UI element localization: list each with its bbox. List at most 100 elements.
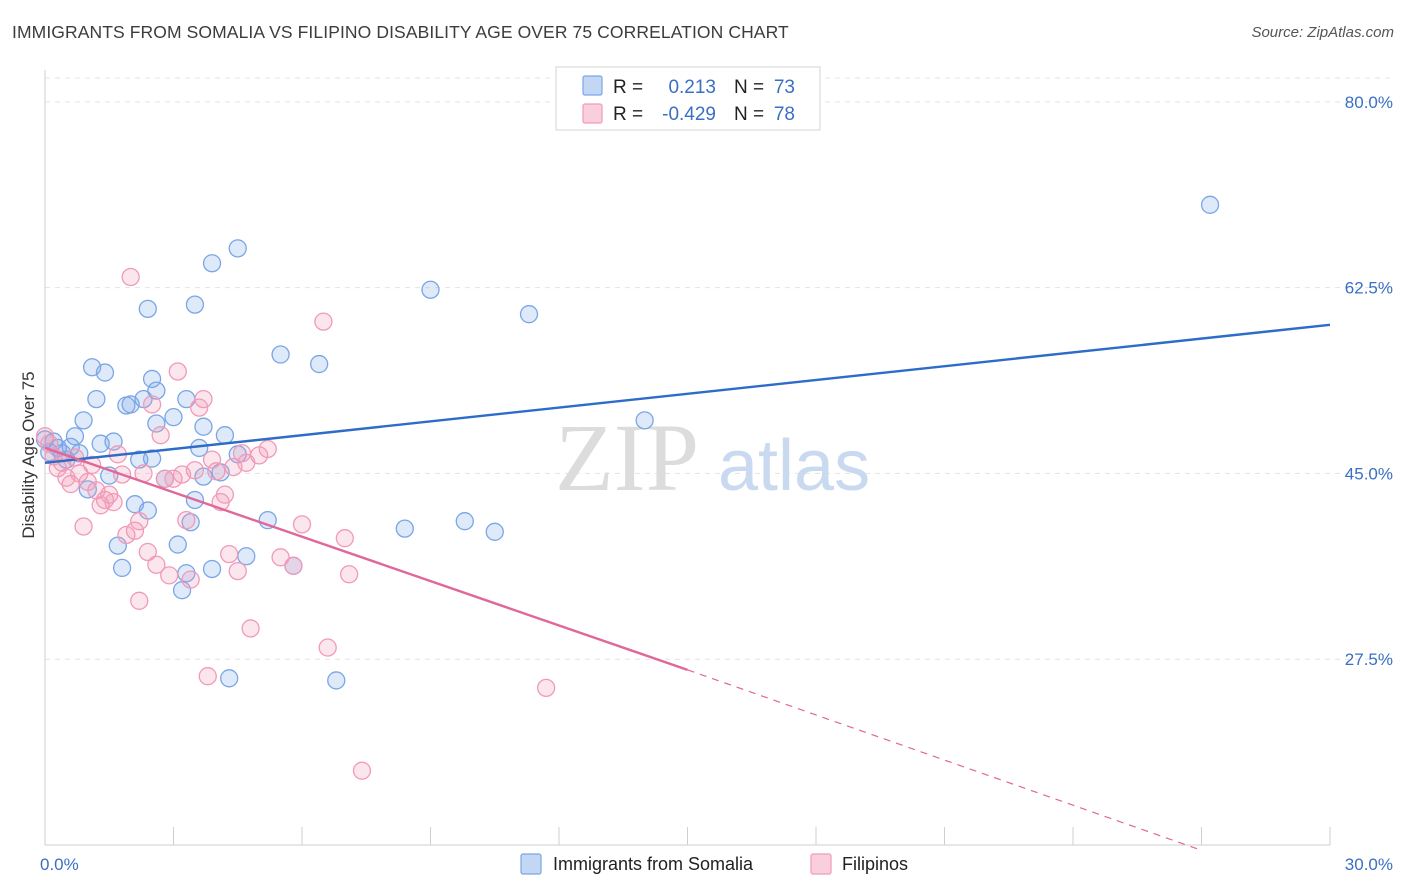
tick-labels: 27.5% 45.0% 62.5% 80.0% 0.0% 30.0% xyxy=(40,93,1393,874)
point-somalia xyxy=(271,345,290,364)
point-somalia xyxy=(309,354,329,374)
point-filipinos xyxy=(74,517,93,536)
point-somalia xyxy=(635,411,654,430)
legend-r-value-somalia: 0.213 xyxy=(668,77,716,98)
data-points xyxy=(35,195,1220,780)
point-filipinos xyxy=(220,544,239,564)
point-somalia xyxy=(130,450,149,469)
point-filipinos xyxy=(121,267,140,287)
point-somalia xyxy=(519,305,539,324)
point-filipinos xyxy=(164,469,183,488)
point-somalia xyxy=(194,417,213,436)
point-filipinos xyxy=(241,619,260,638)
trend-line-somalia xyxy=(44,323,1331,465)
point-somalia xyxy=(202,254,222,273)
y-tick-label: 80.0% xyxy=(1345,93,1393,112)
point-filipinos xyxy=(104,492,123,512)
point-filipinos xyxy=(185,461,205,480)
y-tick-label: 45.0% xyxy=(1345,464,1393,483)
point-filipinos xyxy=(292,515,312,534)
legend-swatch-filipinos xyxy=(582,103,603,124)
point-filipinos xyxy=(335,529,354,548)
point-somalia xyxy=(1200,195,1220,214)
point-somalia xyxy=(395,519,414,538)
series-legend-swatch-somalia xyxy=(520,853,542,875)
legend-n-value-somalia: 73 xyxy=(774,77,795,98)
point-somalia xyxy=(74,411,93,430)
point-somalia xyxy=(215,426,235,445)
point-filipinos xyxy=(168,362,187,381)
point-filipinos xyxy=(181,570,200,589)
point-filipinos xyxy=(314,312,333,331)
x-tick-label: 30.0% xyxy=(1345,855,1393,874)
point-somalia xyxy=(220,669,239,688)
point-somalia xyxy=(147,381,166,400)
point-somalia xyxy=(185,295,205,314)
grid-lines xyxy=(45,77,1392,660)
legend-r-label-somalia: R = xyxy=(613,77,643,98)
legend-n-label-filipinos: N = xyxy=(734,104,764,125)
point-somalia xyxy=(112,558,132,578)
y-tick-label: 27.5% xyxy=(1345,650,1393,669)
point-somalia xyxy=(147,414,166,433)
point-somalia xyxy=(87,389,106,409)
point-somalia xyxy=(327,671,346,690)
point-somalia xyxy=(168,535,187,554)
x-tick-label: 0.0% xyxy=(40,855,79,874)
point-filipinos xyxy=(160,566,179,585)
watermark-atlas: atlas xyxy=(718,426,870,506)
point-filipinos xyxy=(125,521,145,540)
point-somalia xyxy=(142,369,162,389)
point-filipinos xyxy=(177,510,196,530)
point-somalia xyxy=(228,239,247,258)
point-filipinos xyxy=(215,485,235,504)
point-filipinos xyxy=(151,426,170,445)
stats-legend: R = 0.213 N = 73 R = -0.429 N = 78 xyxy=(555,66,821,131)
point-filipinos xyxy=(339,565,359,584)
watermark: ZIP atlas xyxy=(555,404,870,511)
point-filipinos xyxy=(284,556,303,575)
series-legend: Immigrants from Somalia Filipinos xyxy=(520,853,908,875)
series-legend-swatch-filipinos xyxy=(810,853,832,875)
point-somalia xyxy=(164,408,183,427)
chart-title: IMMIGRANTS FROM SOMALIA VS FILIPINO DISA… xyxy=(12,22,789,42)
legend-n-label-somalia: N = xyxy=(734,77,764,98)
point-filipinos xyxy=(142,395,162,414)
trend-lines xyxy=(44,323,1331,851)
legend-r-label-filipinos: R = xyxy=(613,104,643,125)
y-axis-title: Disability Age Over 75 xyxy=(19,371,38,538)
point-filipinos xyxy=(271,548,290,567)
point-filipinos xyxy=(130,512,149,531)
point-filipinos xyxy=(207,462,226,481)
point-somalia xyxy=(138,299,157,319)
trend-line-filipinos xyxy=(44,446,688,671)
y-tick-label: 62.5% xyxy=(1345,279,1393,298)
series-legend-label-filipinos: Filipinos xyxy=(842,854,908,874)
point-filipinos xyxy=(198,667,217,686)
point-filipinos xyxy=(117,525,136,545)
point-filipinos xyxy=(202,450,222,469)
legend-swatch-somalia xyxy=(582,75,603,96)
point-somalia xyxy=(65,427,85,446)
point-somalia xyxy=(142,449,162,468)
legend-r-value-filipinos: -0.429 xyxy=(662,104,716,125)
chart-source: Source: ZipAtlas.com xyxy=(1251,24,1394,41)
point-filipinos xyxy=(194,389,213,409)
point-somalia xyxy=(202,559,222,579)
point-somalia xyxy=(455,512,474,531)
point-filipinos xyxy=(147,555,166,574)
point-somalia xyxy=(95,363,115,382)
legend-n-value-filipinos: 78 xyxy=(774,104,795,125)
point-filipinos xyxy=(537,678,556,698)
point-somalia xyxy=(421,280,440,299)
point-filipinos xyxy=(318,638,337,657)
point-somalia xyxy=(485,522,504,541)
trend-line-filipinos-extrapolated xyxy=(687,669,1202,851)
point-filipinos xyxy=(228,561,247,581)
point-filipinos xyxy=(190,398,209,417)
point-somalia xyxy=(237,547,256,566)
series-legend-label-somalia: Immigrants from Somalia xyxy=(553,854,754,874)
watermark-zip: ZIP xyxy=(555,404,699,511)
point-filipinos xyxy=(138,542,157,562)
